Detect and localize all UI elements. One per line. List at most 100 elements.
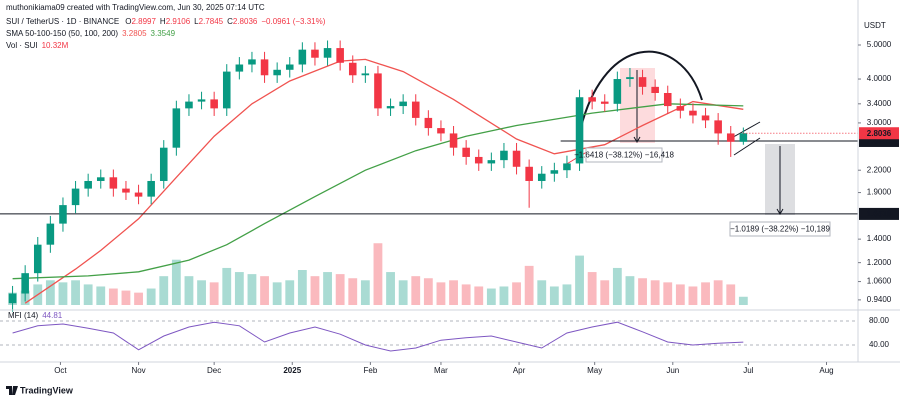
volume-bar <box>600 280 610 305</box>
candle-body <box>575 97 584 164</box>
volume-bar <box>701 282 710 305</box>
y-tick-label: 2.2000 <box>867 165 892 174</box>
symbol-line: SUI / TetherUS · 1D · BINANCE O2.8997 H2.9… <box>6 17 326 26</box>
measure-label: −1.6418 (−38.12%) −16,418 <box>574 151 674 160</box>
volume-bar <box>348 278 358 305</box>
volume-bar <box>524 265 534 305</box>
logo: TradingView <box>20 385 74 395</box>
y-tick-label: 40.00 <box>869 340 890 349</box>
candle-body <box>689 110 697 116</box>
candle-body <box>500 150 508 161</box>
candle-body <box>663 92 672 107</box>
price-badge-label: 1.6518 <box>867 210 892 219</box>
volume-bar <box>310 276 320 305</box>
y-tick-label: 1.9000 <box>867 188 892 197</box>
candle-body <box>411 101 420 118</box>
candle-body <box>374 73 382 109</box>
candle-body <box>298 49 307 65</box>
symbol: SUI / TetherUS · 1D · BINANCE <box>6 17 119 26</box>
vol-legend: Vol · SUI <box>6 41 38 50</box>
volume-line: Vol · SUI 10.32M <box>6 41 69 50</box>
volume-bar <box>335 274 345 305</box>
candle-body <box>437 128 445 134</box>
volume-bar <box>562 284 572 305</box>
plot-area <box>0 40 858 312</box>
price-badge <box>859 207 899 220</box>
candle-body <box>474 156 483 164</box>
candle-body <box>550 170 559 174</box>
x-tick-label: Aug <box>819 366 833 375</box>
volume-bar <box>549 286 559 305</box>
candle-body <box>638 77 647 87</box>
volume-bar <box>625 276 635 305</box>
candle-body <box>563 163 571 171</box>
x-tick-label: Feb <box>363 366 377 375</box>
volume-bar <box>675 284 685 305</box>
y-tick-label: 80.00 <box>869 316 890 325</box>
candle-body <box>626 77 634 80</box>
price-badge <box>859 127 899 140</box>
mfi-line: MFI (14) 44.81 <box>8 311 63 320</box>
volume-bar <box>398 280 408 305</box>
volume-bar <box>411 276 421 305</box>
ohlc-value: 2.8997 <box>131 17 156 26</box>
mfi-line <box>12 321 744 352</box>
candle-body <box>8 293 17 304</box>
y-tick-label: 5.0000 <box>867 40 892 49</box>
ohlc-key: C <box>227 17 233 26</box>
volume-bar <box>449 280 458 305</box>
volume-bar <box>738 296 748 305</box>
change: −0.0961 (−3.31%) <box>261 17 325 26</box>
volume-bar <box>587 272 597 305</box>
candle-body <box>96 177 105 181</box>
candle-body <box>222 71 231 109</box>
y-tick-label: 4.0000 <box>867 74 892 83</box>
candle-body <box>197 99 206 102</box>
candle-body <box>323 48 332 58</box>
x-tick-label: Mar <box>434 366 448 375</box>
candle-body <box>84 180 92 189</box>
x-tick-label: Dec <box>207 366 221 375</box>
candle-body <box>185 101 193 109</box>
y-tick-label: 1.2000 <box>867 258 892 267</box>
candle-body <box>21 273 29 294</box>
sma-value: 3.2805 <box>122 29 147 38</box>
candle-body <box>613 79 622 104</box>
candle-body <box>537 173 546 181</box>
candle-body <box>235 64 244 72</box>
ohlc-value: 2.8036 <box>233 17 258 26</box>
candle-body <box>600 101 609 104</box>
ohlc-value: 2.7845 <box>199 17 224 26</box>
volume-bar <box>272 282 282 305</box>
volume-bar <box>360 280 370 305</box>
candle-body <box>285 64 294 70</box>
volume-bar <box>108 288 118 305</box>
candle-body <box>134 192 143 197</box>
volume-bar <box>486 288 496 305</box>
candle-body <box>449 133 458 148</box>
sma-line: SMA 50-100-150 (50, 100, 200) 3.2805 3.354… <box>6 29 176 38</box>
candle-body <box>651 86 659 93</box>
volume-bar <box>650 280 660 305</box>
x-tick-label: 2025 <box>283 366 301 375</box>
volume-bar <box>461 284 471 305</box>
volume-bar <box>436 282 446 305</box>
mfi-value: 44.81 <box>42 311 63 320</box>
candle-body <box>273 69 281 76</box>
volume-bar <box>423 278 433 305</box>
mfi-legend: MFI (14) <box>8 311 39 320</box>
sma-legend: SMA 50-100-150 (50, 100, 200) <box>6 29 118 38</box>
x-tick-label: Oct <box>54 366 67 375</box>
y-tick-label: 3.4000 <box>867 99 892 108</box>
candle-body <box>701 115 710 121</box>
y-tick-label: 1.4000 <box>867 234 892 243</box>
candle-body <box>525 166 533 181</box>
volume-bar <box>612 267 622 305</box>
candle-body <box>386 106 395 109</box>
volume-bar <box>209 282 219 305</box>
volume-bar <box>638 278 647 305</box>
sma-value: 3.3549 <box>151 29 176 38</box>
volume-bar <box>713 280 723 305</box>
x-tick-label: Apr <box>513 366 526 375</box>
ohlc-key: L <box>194 17 199 26</box>
